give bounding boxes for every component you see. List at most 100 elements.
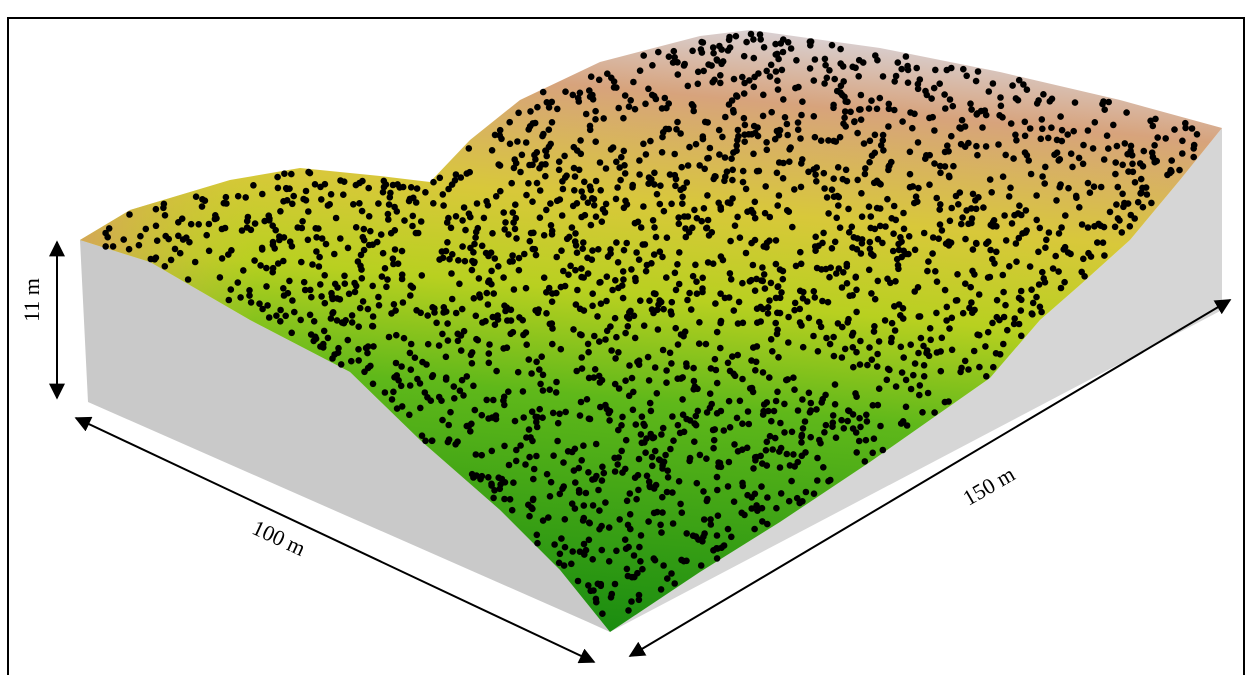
sample-point xyxy=(459,243,466,250)
sample-point xyxy=(135,241,143,249)
sample-point xyxy=(650,434,658,441)
sample-point xyxy=(359,298,367,305)
sample-point xyxy=(649,62,656,69)
sample-point xyxy=(1039,173,1046,180)
sample-point xyxy=(822,265,830,273)
sample-point xyxy=(657,521,664,529)
sample-point xyxy=(575,166,583,174)
sample-point xyxy=(888,215,895,222)
sample-point xyxy=(788,477,795,485)
sample-point xyxy=(659,462,666,469)
sample-point xyxy=(558,535,565,542)
sample-point xyxy=(776,294,784,302)
sample-point xyxy=(710,49,717,57)
sample-point xyxy=(1125,168,1132,175)
sample-point xyxy=(683,530,690,537)
sample-point xyxy=(218,255,226,262)
sample-point xyxy=(797,135,804,142)
sample-point xyxy=(974,68,982,75)
sample-point xyxy=(560,562,568,569)
sample-point xyxy=(1009,82,1016,89)
sample-point xyxy=(509,209,517,216)
sample-point xyxy=(507,330,514,338)
sample-point xyxy=(515,109,522,117)
sample-point xyxy=(529,198,536,205)
sample-point xyxy=(658,105,666,112)
sample-point xyxy=(355,357,363,364)
sample-point xyxy=(836,133,844,141)
sample-point xyxy=(1127,142,1135,150)
sample-point xyxy=(585,536,593,544)
sample-point xyxy=(311,181,319,188)
sample-point xyxy=(1028,286,1035,294)
sample-point xyxy=(289,200,296,208)
sample-point xyxy=(821,55,829,63)
sample-point xyxy=(1190,153,1197,161)
sample-point xyxy=(628,598,635,605)
sample-point xyxy=(668,298,676,306)
sample-point xyxy=(1064,131,1071,138)
sample-point xyxy=(657,298,665,306)
sample-point xyxy=(814,477,821,484)
sample-point xyxy=(602,165,610,172)
sample-point xyxy=(807,433,814,441)
sample-point xyxy=(543,99,551,106)
sample-point xyxy=(506,258,514,265)
sample-point xyxy=(871,131,879,139)
sample-point xyxy=(753,453,760,461)
sample-point xyxy=(390,388,397,396)
sample-point xyxy=(594,313,601,320)
sample-point xyxy=(1101,106,1108,113)
sample-point xyxy=(763,239,771,247)
sample-point xyxy=(198,203,206,210)
sample-point xyxy=(799,343,807,351)
sample-point xyxy=(1089,145,1097,152)
sample-point xyxy=(667,445,674,453)
sample-point xyxy=(675,214,682,221)
sample-point xyxy=(588,195,596,202)
sample-point xyxy=(1190,141,1198,149)
sample-point xyxy=(778,66,786,74)
sample-point xyxy=(246,292,253,299)
sample-point xyxy=(611,468,619,475)
sample-point xyxy=(916,391,923,399)
sample-point xyxy=(443,219,451,226)
sample-point xyxy=(1069,163,1076,171)
sample-point xyxy=(924,389,932,397)
sample-point xyxy=(454,438,461,446)
sample-point xyxy=(778,289,785,296)
sample-point xyxy=(873,105,881,113)
sample-point xyxy=(923,152,930,159)
sample-point xyxy=(336,296,344,303)
sample-point xyxy=(758,483,765,490)
sample-point xyxy=(1139,203,1147,211)
sample-point xyxy=(791,386,798,394)
sample-point xyxy=(322,240,330,248)
sample-point xyxy=(448,295,456,303)
sample-point xyxy=(1179,137,1186,145)
sample-point xyxy=(251,257,258,264)
sample-point xyxy=(1099,239,1107,246)
sample-point xyxy=(810,332,817,340)
sample-point xyxy=(833,214,840,222)
sample-point xyxy=(811,243,819,250)
sample-point xyxy=(620,114,627,122)
sample-point xyxy=(327,315,335,322)
sample-point xyxy=(747,30,755,38)
sample-point xyxy=(926,181,933,188)
sample-point xyxy=(1045,229,1053,236)
sample-point xyxy=(186,238,193,246)
sample-point xyxy=(609,144,617,151)
sample-point xyxy=(695,340,703,348)
sample-point xyxy=(554,419,562,427)
sample-point xyxy=(589,502,597,509)
sample-point xyxy=(407,282,415,290)
sample-point xyxy=(642,151,650,158)
sample-point xyxy=(982,143,990,150)
sample-point xyxy=(663,234,671,241)
sample-point xyxy=(592,116,599,123)
sample-point xyxy=(739,420,746,428)
sample-point xyxy=(605,558,613,565)
sample-point xyxy=(1147,117,1154,125)
sample-point xyxy=(306,311,314,319)
